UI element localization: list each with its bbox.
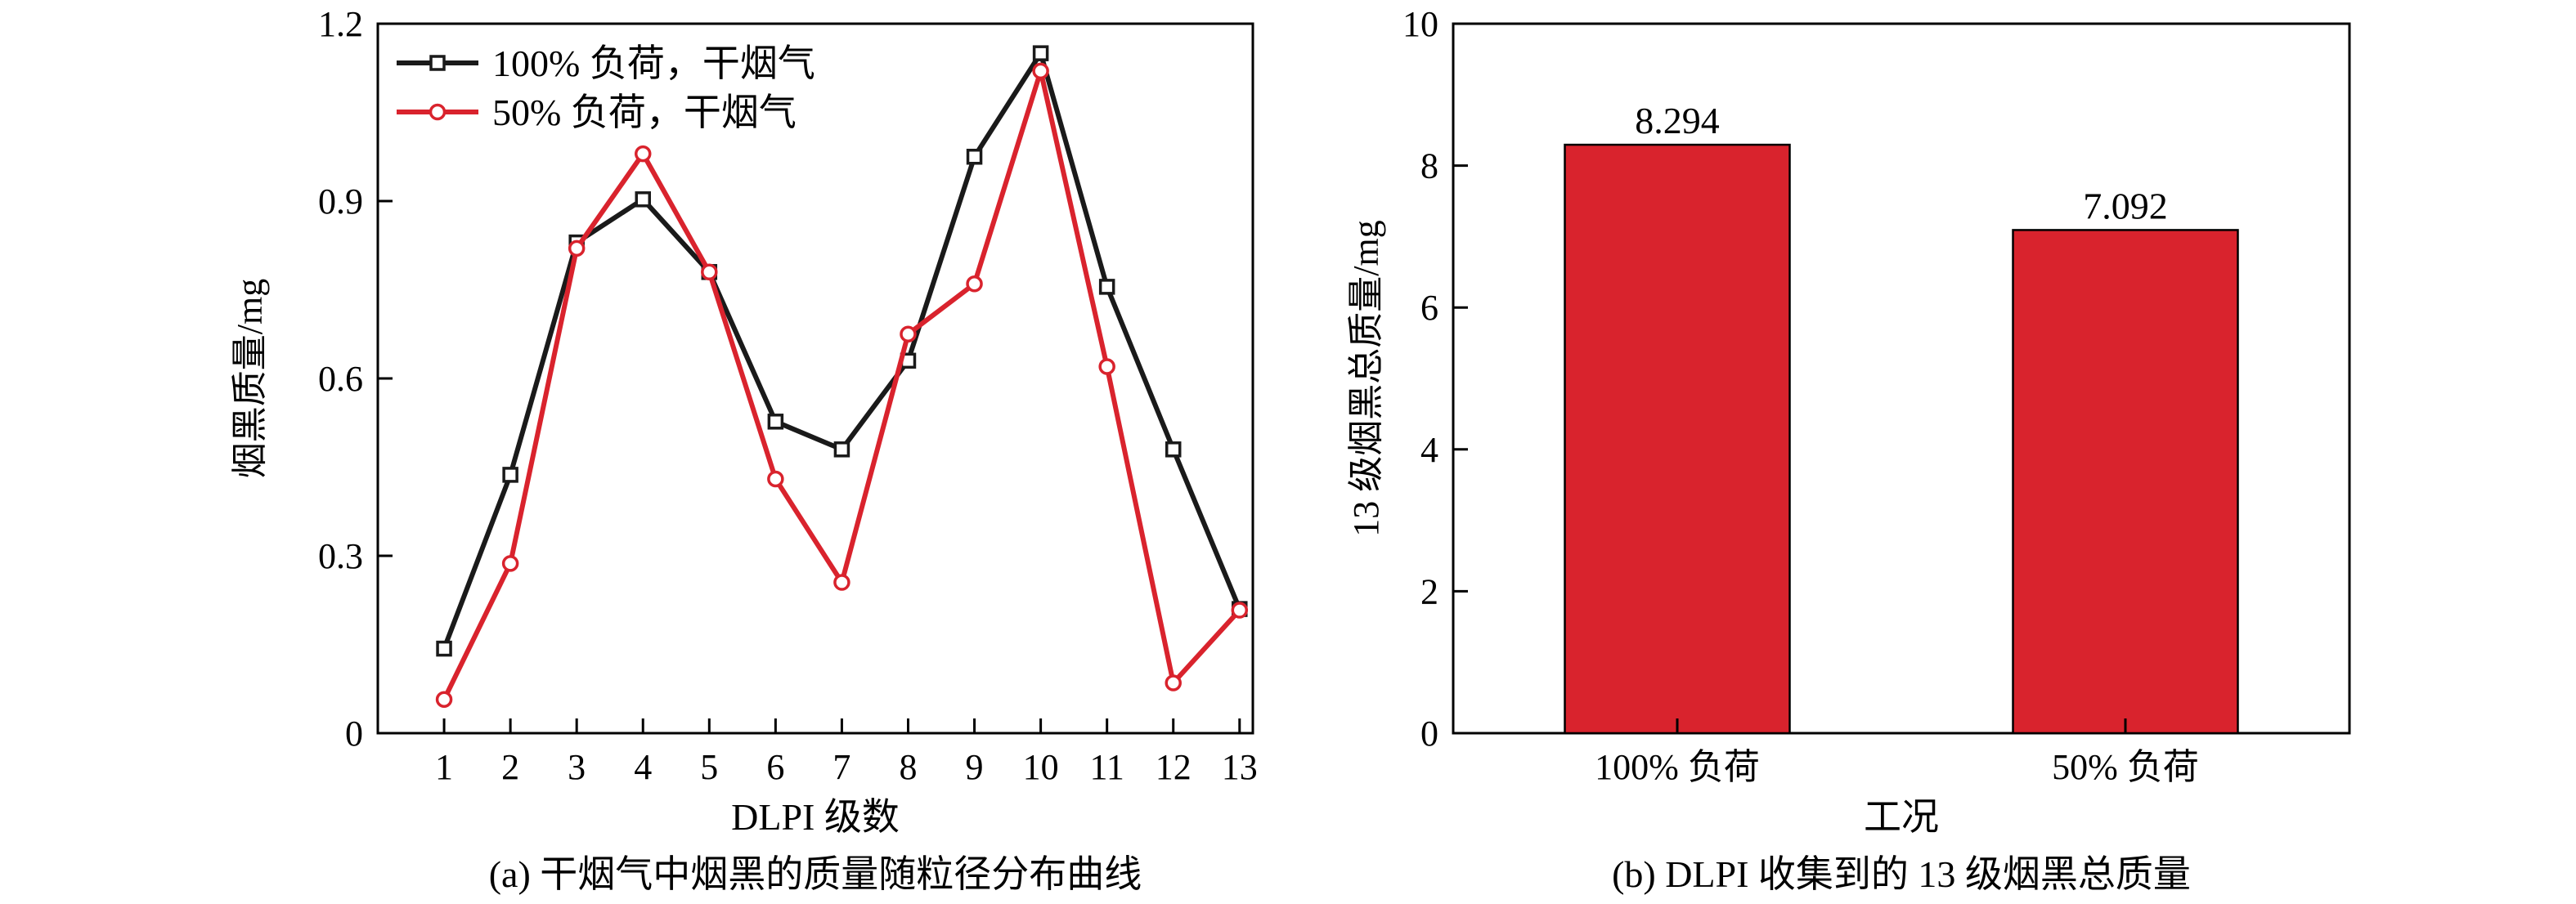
bar-data-label: 8.294 — [1635, 100, 1720, 141]
data-point-circle — [1165, 674, 1182, 691]
data-point-square — [1032, 45, 1049, 61]
data-point-square — [436, 640, 452, 657]
data-point-circle — [900, 325, 917, 342]
x-tick-label: 5 — [700, 747, 718, 787]
x-category-label: 50% 负荷 — [2052, 747, 2199, 787]
line-chart-y-axis-label: 烟黑质量/mg — [230, 279, 270, 478]
x-tick-label: 10 — [1023, 747, 1059, 787]
x-tick-label: 9 — [966, 747, 984, 787]
line-chart-panel: 00.30.60.91.2 1 2 3 4 5 6 7 8 9 10 11 12 13 100% 负荷，… — [230, 4, 1258, 895]
y-tick-label: 0 — [345, 714, 363, 754]
x-tick-label: 6 — [766, 747, 784, 787]
data-point-circle — [701, 263, 718, 281]
bar-chart-x-axis-label: 工况 — [1864, 796, 1939, 838]
x-tick-label: 3 — [568, 747, 586, 787]
series-line-1 — [442, 51, 1242, 650]
x-tick-label: 12 — [1156, 747, 1192, 787]
legend-marker-circle — [429, 103, 447, 121]
x-tick-label: 4 — [634, 747, 652, 787]
y-tick-label: 4 — [1420, 430, 1438, 470]
y-tick-label: 2 — [1420, 571, 1438, 611]
bar-chart-caption: (b) DLPI 收集到的 13 级烟黑总质量 — [1612, 853, 2191, 895]
x-tick-label: 2 — [501, 747, 519, 787]
y-tick-label: 0 — [1420, 714, 1438, 754]
bar-data-label: 7.092 — [2083, 185, 2168, 226]
line-chart-legend: 100% 负荷，干烟气 50% 负荷，干烟气 — [397, 43, 815, 133]
data-point-square — [966, 149, 983, 165]
data-point-square — [833, 441, 850, 458]
x-tick-label: 11 — [1089, 747, 1124, 787]
bar-chart-bars-group: 8.294 100% 负荷 7.092 50% 负荷 — [1564, 100, 2239, 787]
data-point-square — [502, 467, 518, 483]
bar-1 — [1564, 143, 1791, 735]
data-point-circle — [568, 239, 586, 257]
y-tick-label: 0.6 — [318, 359, 363, 399]
y-tick-label: 0.3 — [318, 536, 363, 576]
y-tick-label: 10 — [1402, 4, 1438, 44]
y-tick-label: 1.2 — [318, 4, 363, 44]
line-chart-caption: (a) 干烟气中烟黑的质量随粒径分布曲线 — [489, 853, 1142, 895]
bar-chart-y-axis-label: 13 级烟黑总质量/mg — [1346, 220, 1386, 536]
x-tick-label: 8 — [899, 747, 917, 787]
legend-marker-square — [429, 55, 446, 71]
data-point-square — [635, 191, 651, 208]
bar-2 — [2012, 229, 2239, 735]
data-point-circle — [966, 275, 983, 293]
series-line-2 — [442, 68, 1242, 701]
data-point-square — [767, 414, 784, 430]
data-point-square — [1165, 441, 1182, 458]
x-tick-label: 1 — [435, 747, 453, 787]
data-point-circle — [1032, 62, 1049, 80]
bar-chart-plot-frame — [1452, 22, 2351, 735]
x-category-label: 100% 负荷 — [1595, 747, 1760, 787]
data-point-circle — [435, 691, 453, 709]
line-chart-series-group — [435, 45, 1249, 709]
bar-chart-panel: 0 2 4 6 8 10 8.294 100% 负荷 7.092 50% 负荷 13 级烟黑总质… — [1346, 4, 2351, 895]
data-point-circle — [833, 574, 850, 591]
y-tick-label: 0.9 — [318, 181, 363, 222]
data-point-circle — [1098, 358, 1115, 375]
y-tick-label: 8 — [1420, 146, 1438, 186]
x-tick-label: 7 — [832, 747, 850, 787]
line-chart-x-axis-label: DLPI 级数 — [731, 796, 900, 838]
x-tick-label: 13 — [1222, 747, 1258, 787]
legend-label-2: 50% 负荷，干烟气 — [492, 92, 797, 133]
y-tick-label: 6 — [1420, 288, 1438, 328]
line-chart-y-axis: 0 0.3 0.6 0.9 1.2 — [318, 4, 393, 754]
data-point-square — [1098, 279, 1115, 295]
data-point-circle — [634, 145, 652, 163]
data-point-circle — [767, 470, 784, 488]
line-chart-x-axis: 1 2 3 4 5 6 7 8 9 10 11 12 13 — [435, 718, 1258, 787]
legend-label-1: 100% 负荷，干烟气 — [492, 43, 815, 84]
data-point-circle — [501, 555, 519, 572]
bar-chart-y-axis: 0 2 4 6 8 10 — [1402, 4, 1468, 754]
data-point-circle — [1231, 602, 1249, 619]
